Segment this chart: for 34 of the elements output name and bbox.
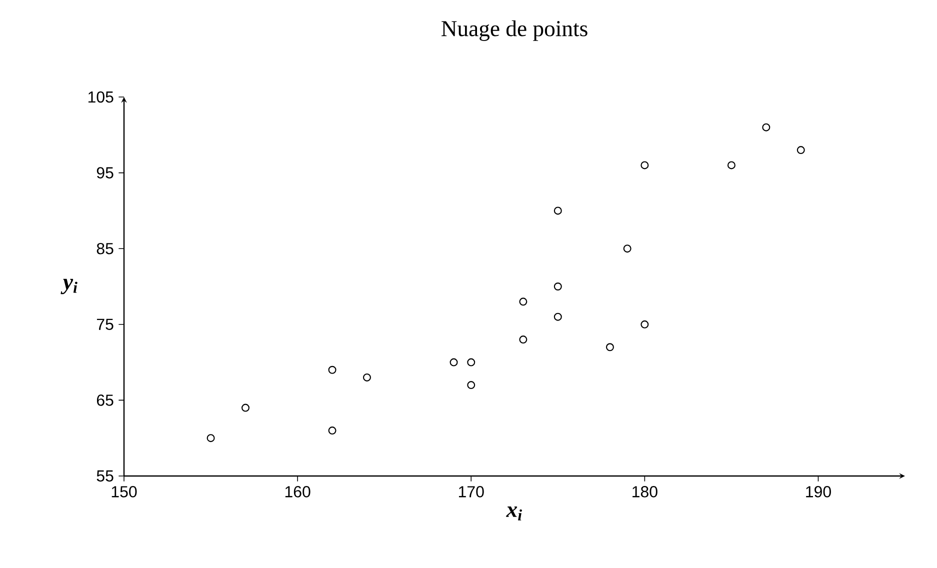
x-tick-label: 170 <box>458 486 484 498</box>
point <box>762 123 770 132</box>
y-tick-label: 105 <box>88 91 114 103</box>
point <box>328 366 336 374</box>
point <box>796 146 805 154</box>
point <box>362 373 371 382</box>
point <box>519 298 528 306</box>
y-axis-title: y$_{i}$ <box>60 278 78 294</box>
point <box>606 343 614 352</box>
point <box>554 206 562 215</box>
point <box>467 381 476 390</box>
point <box>450 358 458 366</box>
x-tick-label: 190 <box>806 486 831 498</box>
point <box>640 161 649 170</box>
y-tick-label: 85 <box>96 242 114 254</box>
y-tick-label: 55 <box>96 470 114 482</box>
point <box>241 404 250 412</box>
point <box>467 358 476 366</box>
point <box>519 336 528 344</box>
point <box>640 320 649 328</box>
point <box>623 244 632 253</box>
chart-title: Nuage de points <box>442 20 588 41</box>
y-tick-label: 95 <box>96 167 114 178</box>
point <box>206 434 215 442</box>
y-tick-label: 65 <box>96 394 114 406</box>
y-tick-label: 75 <box>96 318 114 330</box>
x-tick-label: 180 <box>632 486 658 498</box>
point <box>727 161 736 170</box>
point <box>328 426 336 435</box>
x-tick-label: 160 <box>285 486 310 498</box>
point <box>554 282 562 291</box>
point <box>554 312 562 321</box>
x-axis-title: x$_{i}$ <box>506 506 522 520</box>
x-tick-label: 150 <box>112 486 137 498</box>
